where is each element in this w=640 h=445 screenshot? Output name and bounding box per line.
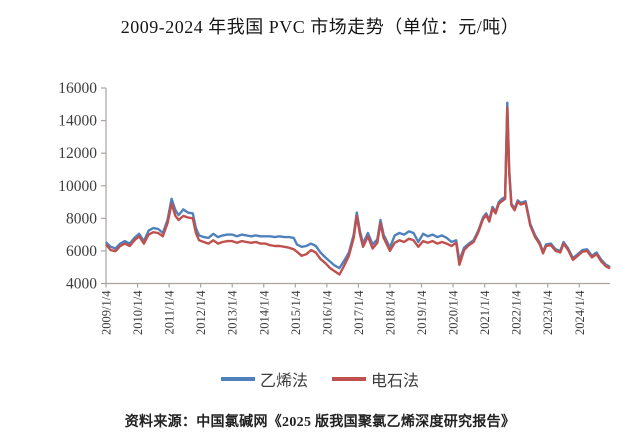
x-tick-label: 2010/1/4 xyxy=(131,290,145,335)
x-tick-label: 2009/1/4 xyxy=(100,290,114,335)
axis-lines xyxy=(105,88,610,285)
x-tick-label: 2019/1/4 xyxy=(415,290,429,335)
series-line-ethylene xyxy=(105,101,611,270)
legend-line-swatch xyxy=(220,377,255,381)
chart-legend: 乙烯法 电石法 xyxy=(0,367,640,391)
y-tick-label: 12000 xyxy=(58,145,97,162)
y-tick-label: 4000 xyxy=(66,276,97,293)
x-tick-label: 2016/1/4 xyxy=(320,290,334,335)
series-line-carbide xyxy=(105,106,611,276)
x-tick-label: 2011/1/4 xyxy=(163,290,177,335)
y-tick-label: 10000 xyxy=(58,178,97,195)
chart-title: 2009-2024 年我国 PVC 市场走势（单位：元/吨） xyxy=(120,17,520,37)
legend-item-carbide: 电石法 xyxy=(332,367,419,391)
legend-line-swatch xyxy=(332,377,366,381)
x-tick-label: 2013/1/4 xyxy=(226,290,240,335)
y-tick-label: 8000 xyxy=(66,210,97,227)
y-tick-label: 14000 xyxy=(58,113,97,130)
x-tick-label: 2014/1/4 xyxy=(257,290,271,335)
x-tick-label: 2012/1/4 xyxy=(194,290,208,335)
legend-item-ethylene: 乙烯法 xyxy=(220,367,308,391)
y-tick-label: 16000 xyxy=(58,80,97,97)
x-tick-label: 2018/1/4 xyxy=(383,290,397,335)
legend-label: 乙烯法 xyxy=(259,373,308,390)
y-tick-label: 6000 xyxy=(66,243,97,260)
x-tick-label: 2015/1/4 xyxy=(289,290,303,335)
x-tick-label: 2023/1/4 xyxy=(541,290,555,335)
source-note: 资料来源：中国氯碱网《2025 版我国聚氯乙烯深度研究报告》 xyxy=(124,415,516,430)
x-tick-label: 2017/1/4 xyxy=(352,290,366,335)
legend-label: 电石法 xyxy=(371,373,420,390)
x-tick-label: 2024/1/4 xyxy=(573,290,587,335)
x-tick-label: 2022/1/4 xyxy=(510,290,524,335)
x-tick-label: 2020/1/4 xyxy=(447,290,461,335)
x-tick-label: 2021/1/4 xyxy=(478,290,492,335)
line-chart: 4000 6000 8000 10000 12000 14000 16000 2009/1/4… xyxy=(58,80,611,335)
